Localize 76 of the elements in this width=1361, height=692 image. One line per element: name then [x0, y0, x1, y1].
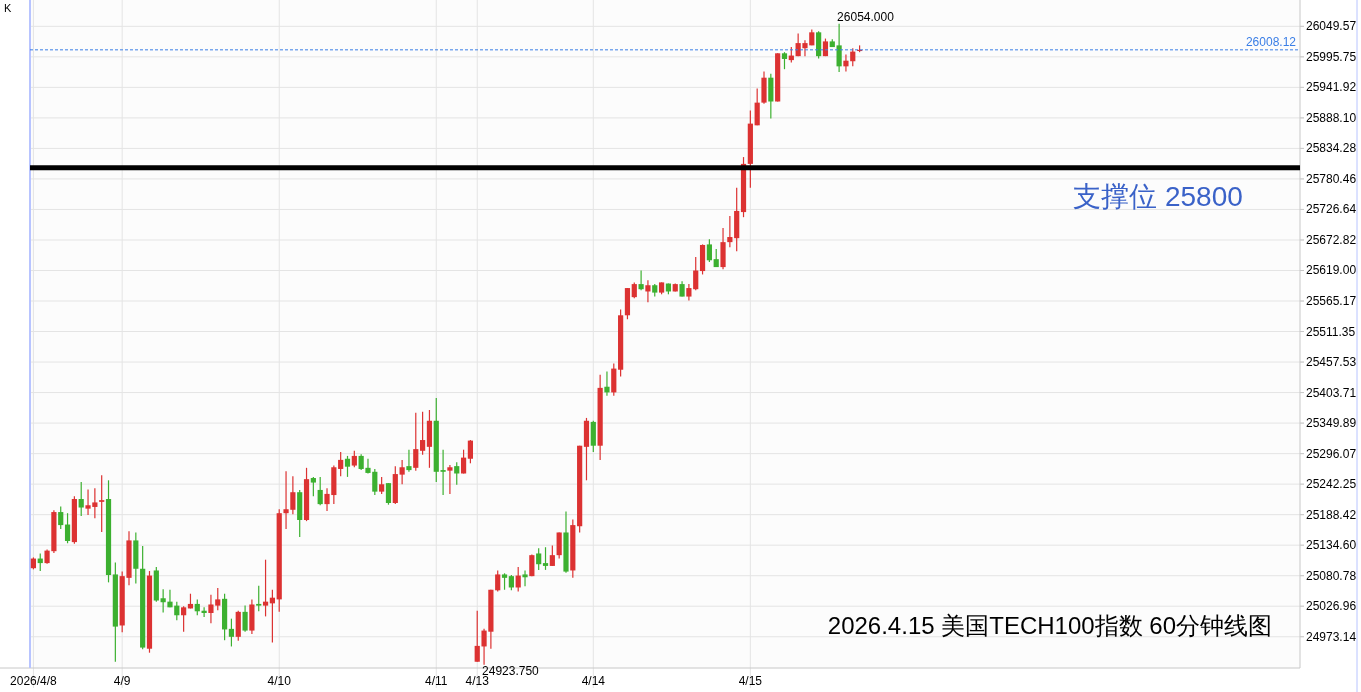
candlestick — [242, 605, 248, 633]
candlestick — [590, 420, 596, 453]
annotation: 2026.4.15 美国TECH100指数 60分钟线图 — [827, 612, 1272, 639]
candlestick — [413, 412, 419, 472]
candlestick — [317, 476, 323, 506]
candlestick — [522, 569, 528, 587]
y-tick-label: 25403.71 — [1306, 385, 1357, 400]
candlestick — [228, 618, 235, 648]
y-tick-label: 25242.25 — [1306, 477, 1357, 492]
candlestick — [64, 512, 71, 544]
y-tick-label: 25726.64 — [1306, 202, 1357, 217]
candlestick — [474, 610, 480, 663]
x-tick-label: 4/11 — [425, 674, 448, 688]
y-tick-label: 25780.46 — [1306, 171, 1357, 186]
y-tick-label: 25080.78 — [1306, 568, 1357, 583]
ref-line-label: 26008.12 — [1245, 34, 1297, 49]
candlestick — [344, 455, 351, 478]
candlestick — [495, 569, 501, 593]
candlestick — [78, 481, 84, 517]
candlestick — [338, 451, 344, 477]
candlestick — [454, 461, 460, 486]
x-tick-label: 2026/4/8 — [10, 674, 58, 688]
candlestick — [420, 411, 426, 456]
text: K — [4, 2, 12, 14]
candlestick — [556, 531, 562, 560]
candlestick — [447, 464, 453, 495]
candlestick — [754, 87, 760, 126]
y-tick-label: 25995.75 — [1306, 49, 1357, 64]
candlestick — [542, 546, 549, 571]
y-tick-label: 25296.07 — [1306, 446, 1357, 461]
y-tick-label: 25511.35 — [1306, 324, 1356, 339]
candlestick — [850, 47, 856, 67]
ref-line-label: 支撑位 25800 — [1073, 180, 1243, 212]
y-tick-label: 25941.92 — [1306, 80, 1357, 95]
candlestick — [604, 370, 610, 397]
x-tick-label: 4/14 — [581, 674, 606, 688]
annotation: 26054.000 — [837, 9, 895, 24]
candlestick — [256, 585, 262, 612]
candlestick — [467, 439, 473, 464]
candlestick — [706, 238, 712, 263]
y-tick-label: 25565.17 — [1306, 294, 1357, 309]
y-tick-label: 25457.53 — [1306, 355, 1357, 370]
candlestick — [549, 544, 555, 567]
candlestick — [768, 73, 774, 120]
candlestick — [536, 547, 542, 571]
candlestick — [406, 449, 412, 473]
candlestick — [638, 269, 644, 291]
x-tick-label: 4/10 — [267, 674, 292, 688]
candlestick — [99, 474, 105, 533]
candlestick — [816, 30, 822, 60]
candlestick — [310, 476, 316, 497]
y-tick-label: 25888.10 — [1306, 110, 1357, 125]
y-tick-label: 25134.60 — [1306, 538, 1357, 553]
y-tick-label: 25188.42 — [1306, 507, 1357, 522]
candlestick — [836, 23, 842, 73]
candlestick — [160, 588, 166, 614]
y-tick-label: 25349.89 — [1306, 416, 1357, 431]
x-tick-label: 4/13 — [465, 674, 490, 688]
candlestick — [399, 459, 405, 485]
candlestick — [611, 362, 617, 397]
candlestick — [58, 505, 64, 530]
candlestick — [181, 605, 187, 633]
x-tick-label: 4/15 — [738, 674, 763, 688]
candlestick — [727, 215, 733, 248]
candlestick — [262, 559, 269, 617]
candlestick — [645, 279, 651, 303]
y-tick-label: 25619.00 — [1306, 263, 1357, 278]
candlestick — [693, 256, 699, 291]
candlestick — [385, 482, 392, 506]
x-tick-label: 4/9 — [113, 674, 131, 688]
y-tick-label: 25672.82 — [1306, 232, 1357, 247]
y-tick-label: 24973.14 — [1306, 629, 1357, 644]
y-tick-label: 25834.28 — [1306, 141, 1357, 156]
y-tick-label: 25026.96 — [1306, 599, 1357, 614]
candlestick — [843, 53, 849, 73]
y-tick-label: 26049.57 — [1306, 19, 1357, 34]
